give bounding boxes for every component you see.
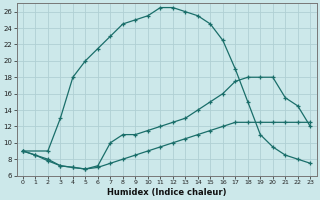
X-axis label: Humidex (Indice chaleur): Humidex (Indice chaleur) <box>107 188 226 197</box>
